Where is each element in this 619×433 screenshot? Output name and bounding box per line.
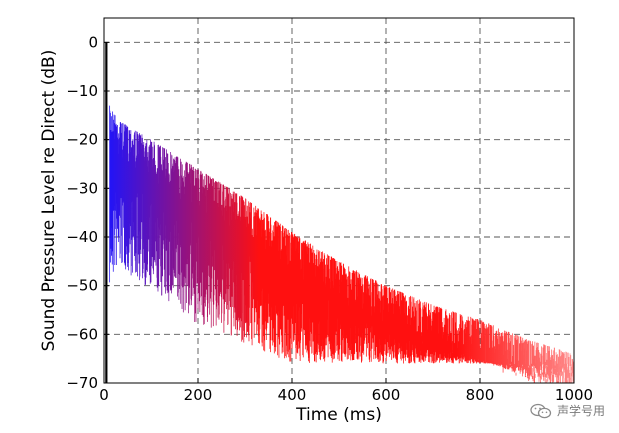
y-tick-label--50: −50 bbox=[66, 277, 98, 295]
y-tick-label--60: −60 bbox=[66, 325, 98, 343]
x-tick-label-0: 0 bbox=[99, 386, 109, 404]
y-axis-title: Sound Pressure Level re Direct (dB) bbox=[39, 50, 59, 352]
axis-ticks: 0 200 400 600 800 1000 0 −10 −20 −30 −40 −50 −60 −70 bbox=[66, 33, 593, 404]
wechat-icon bbox=[530, 403, 552, 419]
x-tick-label-200: 200 bbox=[184, 386, 213, 404]
y-tick-label-0: 0 bbox=[88, 33, 98, 51]
y-tick-label--40: −40 bbox=[66, 228, 98, 246]
data-series bbox=[105, 42, 574, 383]
y-tick-label--20: −20 bbox=[66, 131, 98, 149]
impulse-response-trace bbox=[109, 105, 574, 383]
y-tick-label--30: −30 bbox=[66, 179, 98, 197]
x-axis-title: Time (ms) bbox=[295, 405, 382, 425]
x-tick-label-1000: 1000 bbox=[555, 386, 593, 404]
x-tick-label-400: 400 bbox=[278, 386, 307, 404]
y-tick-label--70: −70 bbox=[66, 374, 98, 392]
watermark: 声学号用 bbox=[530, 402, 605, 419]
x-tick-label-800: 800 bbox=[466, 386, 495, 404]
plot-frame bbox=[103, 17, 575, 384]
x-tick-label-600: 600 bbox=[372, 386, 401, 404]
y-tick-label--10: −10 bbox=[66, 82, 98, 100]
watermark-text: 声学号用 bbox=[556, 404, 605, 418]
